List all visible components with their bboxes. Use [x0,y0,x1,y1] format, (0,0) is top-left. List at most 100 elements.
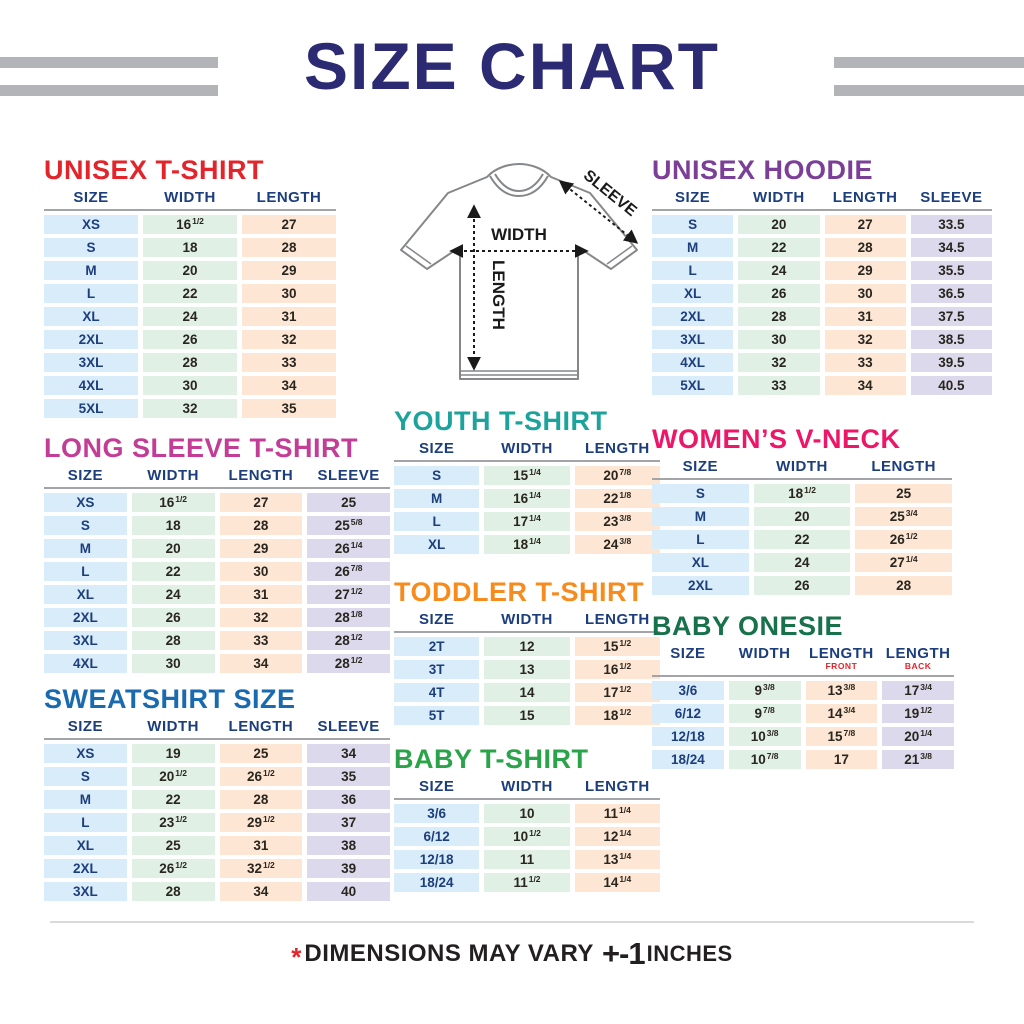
column-header-length-back: LENGTH BACK [885,645,951,671]
column-header-width: WIDTH [753,189,805,206]
column-header-width: WIDTH [738,645,791,662]
cell-size: XL [394,535,480,554]
cell-width: 18 [131,516,215,535]
cell-width: 161/2 [131,493,215,512]
column-header-length: LENGTH [584,440,650,457]
table-title-sweatshirt: SWEATSHIRT SIZE [44,684,296,714]
cell-size: 18/24 [394,873,480,892]
cell-size: L [44,813,127,832]
cell-size: XL [652,553,749,572]
cell-size: 2XL [44,330,138,349]
cell-width: 11 [484,850,570,869]
table-row: 5T 15 181/2 [394,706,660,725]
table-row: XL 181/4 243/8 [394,535,660,554]
table-row: XL 24 31 [44,307,336,326]
cell-sleeve: 213/8 [882,750,954,769]
table-header-row: SIZE WIDTH LENGTH FRONT LENGTH BACK [652,646,954,677]
cell-length: 31 [219,836,303,855]
cell-size: S [652,484,749,503]
cell-length: 28 [242,238,336,257]
cell-width: 24 [131,585,215,604]
cell-size: 3T [394,660,480,679]
cell-width: 13 [484,660,570,679]
cell-width: 26 [753,576,851,595]
cell-width: 10 [484,804,570,823]
table-row: 18/24 107/8 17 213/8 [652,750,954,769]
cell-length: 25 [855,484,953,503]
footer-text: DIMENSIONS MAY VARY [304,940,594,967]
cell-width: 15 [484,706,570,725]
cell-width: 28 [131,882,215,901]
cell-size: 2XL [652,576,749,595]
cell-sleeve: 173/4 [882,681,954,700]
cell-width: 22 [131,562,215,581]
table-row: 3/6 93/8 133/8 173/4 [652,681,954,700]
cell-length: 33 [219,631,303,650]
table-row: XL 24 271/4 [652,553,953,572]
cell-length: 261/2 [855,530,953,549]
table-row: 2XL 261/2 321/2 39 [44,859,390,878]
table-row: 18/24 111/2 141/4 [394,873,660,892]
column-header-size: SIZE [418,611,455,628]
cell-width: 24 [738,261,820,280]
cell-width: 151/4 [484,466,570,485]
cell-width: 14 [484,683,570,702]
cell-length: 28 [219,516,303,535]
table-row: S 151/4 207/8 [394,466,660,485]
cell-sleeve: 35 [307,767,390,786]
section-baby-onesie: BABY ONESIE SIZE WIDTH LENGTH FRONT LENGTH BAC… [652,611,954,769]
section-youth-tshirt: YOUTH T-SHIRT SIZE WIDTH LENGTH S 151/4 207/8 M… [394,406,660,554]
cell-size: 6/12 [394,827,480,846]
cell-size: M [44,790,127,809]
cell-sleeve: 40 [307,882,390,901]
column-header-size: SIZE [67,718,104,735]
decorative-bar-top-right [834,57,1024,68]
cell-length: 233/8 [574,512,660,531]
table-row: 3XL 28 34 40 [44,882,390,901]
cell-length: 30 [824,284,906,303]
cell-size: XS [44,493,127,512]
cell-length: 28 [824,238,906,257]
cell-size: XS [44,744,127,763]
table-title-baby-onesie: BABY ONESIE [652,611,844,641]
cell-width: 20 [131,539,215,558]
cell-size: L [44,562,127,581]
cell-length: 27 [219,493,303,512]
cell-width: 22 [131,790,215,809]
cell-width: 171/4 [484,512,570,531]
table-row: 4XL 30 34 [44,376,336,395]
column-header-length: LENGTH [832,189,898,206]
cell-width: 103/8 [728,727,801,746]
column-header-size: SIZE [682,458,718,475]
table-row: S 201/2 261/2 35 [44,767,390,786]
cell-length: 34 [242,376,336,395]
cell-width: 111/2 [484,873,570,892]
cell-size: 2XL [652,307,734,326]
cell-length: 32 [242,330,336,349]
cell-sleeve: 281/8 [307,608,390,627]
table-row: 5XL 33 34 40.5 [652,376,992,395]
cell-size: 3/6 [652,681,724,700]
cell-length: 143/4 [805,704,878,723]
table-row: L 24 29 35.5 [652,261,992,280]
left-column: UNISEX T-SHIRT SIZE WIDTH LENGTH XS 161/2 27 S 1… [44,155,390,901]
table-row: 3XL 30 32 38.5 [652,330,992,349]
cell-length: 32 [824,330,906,349]
section-toddler-tshirt: TODDLER T-SHIRT SIZE WIDTH LENGTH 2T 12 151/2 3… [394,577,660,725]
cell-width: 20 [753,507,851,526]
table-row: 12/18 11 131/4 [394,850,660,869]
table-body: S 181/2 25 M 20 253/4 L 22 261/2 XL 24 271/4 2XL 26 28 [652,484,953,595]
cell-length: 29 [242,261,336,280]
cell-length: 33 [824,353,906,372]
cell-size: M [44,261,138,280]
column-header-width: WIDTH [147,718,199,735]
table-row: XL 24 31 271/2 [44,585,390,604]
table-body: S 151/4 207/8 M 161/4 221/8 L 171/4 233/8 XL 181/4… [394,466,660,554]
cell-width: 26 [131,608,215,627]
column-header-size: SIZE [670,645,706,662]
cell-sleeve: 37 [307,813,390,832]
cell-sleeve: 191/2 [882,704,954,723]
table-row: 6/12 101/2 121/4 [394,827,660,846]
cell-length: 32 [219,608,303,627]
cell-length: 207/8 [574,466,660,485]
